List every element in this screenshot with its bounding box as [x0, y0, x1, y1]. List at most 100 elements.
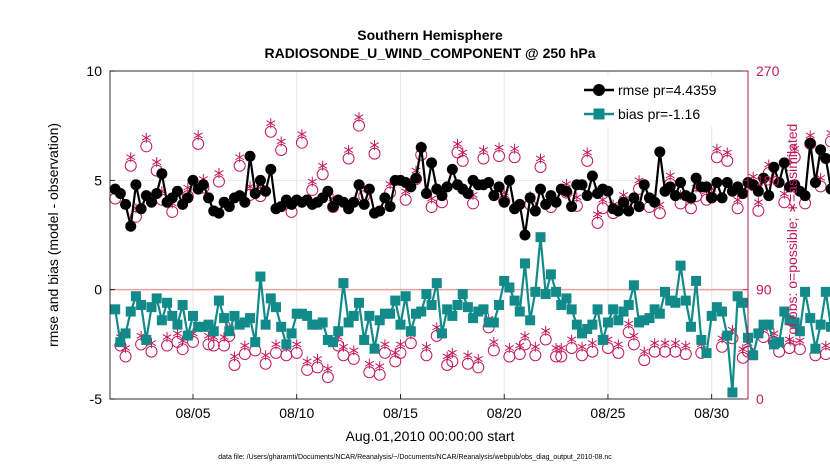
tick-layer: 08/05 08/10 08/15 08/20 08/25 08/30 -5 0 5 10 0 90 1… — [86, 63, 779, 421]
obs-assimilated-stroke — [650, 340, 660, 347]
bias-point — [141, 334, 152, 345]
obs-assimilated-stroke — [395, 341, 406, 348]
rmse-point — [358, 198, 370, 210]
obs-assimilated-marker — [510, 143, 520, 154]
rmse-point — [213, 207, 225, 219]
x-tick-label: 08/10 — [279, 405, 314, 421]
rmse-point — [379, 192, 391, 204]
series-layer — [109, 137, 830, 398]
obs-assimilated-stroke — [805, 132, 815, 139]
rmse-point — [405, 181, 417, 193]
rmse-point — [716, 192, 728, 204]
bias-point — [488, 317, 499, 328]
bias-point — [597, 334, 608, 345]
bias-point — [820, 286, 830, 297]
bias-point — [514, 306, 525, 317]
obs-assimilated-stroke — [535, 155, 546, 162]
x-tick-label: 08/25 — [590, 405, 625, 421]
obs-assimilated-marker — [494, 142, 504, 153]
bias-point — [156, 315, 167, 326]
obs-assimilated-stroke — [541, 328, 551, 334]
obs-assimilated-stroke — [312, 355, 323, 362]
obs-assimilated-stroke — [126, 154, 136, 161]
bias-point — [551, 286, 562, 297]
rmse-point — [498, 196, 510, 208]
rmse-point — [654, 146, 666, 158]
rmse-point — [576, 179, 588, 191]
rmse-point — [503, 174, 515, 186]
obs-assimilated-marker — [515, 340, 525, 351]
obs-assimilated-stroke — [380, 341, 390, 348]
y-right-tick-label: 0 — [756, 391, 764, 407]
rmse-point — [483, 177, 495, 189]
bias-point — [784, 315, 795, 326]
x-tick-label: 08/05 — [175, 405, 210, 421]
obs-assimilated-marker — [380, 339, 390, 350]
rmse-point — [514, 198, 526, 210]
bias-point — [146, 302, 157, 313]
bias-point — [457, 289, 468, 300]
bias-point — [706, 310, 717, 321]
bias-point — [462, 302, 473, 313]
rmse-point — [809, 177, 821, 189]
bias-point — [110, 304, 121, 315]
bias-point — [696, 334, 707, 345]
bias-point — [748, 350, 759, 361]
rmse-point — [446, 163, 458, 175]
bias-point — [675, 260, 686, 271]
chart-title-line1: Southern Hemisphere — [357, 27, 503, 43]
obs-assimilated-marker — [790, 143, 800, 154]
rmse-point — [633, 201, 645, 213]
obs-assimilated-stroke — [587, 340, 597, 347]
bias-point — [395, 319, 406, 330]
obs-assimilated-marker — [364, 358, 374, 369]
bias-point — [577, 328, 588, 339]
bias-point — [545, 269, 556, 280]
obs-assimilated-marker — [162, 332, 172, 343]
obs-assimilated-marker — [452, 138, 463, 149]
x-tick-label: 08/15 — [383, 405, 418, 421]
rmse-point — [799, 190, 811, 202]
obs-assimilated-stroke — [271, 341, 281, 348]
rmse-point — [415, 142, 427, 154]
bias-point — [317, 317, 328, 328]
obs-assimilated-stroke — [401, 188, 411, 195]
obs-assimilated-stroke — [624, 320, 634, 327]
obs-assimilated-marker — [660, 338, 670, 349]
obs-assimilated-marker — [722, 147, 732, 158]
obs-assimilated-stroke — [681, 342, 691, 349]
bias-point — [587, 319, 598, 330]
obs-assimilated-stroke — [235, 154, 245, 161]
bias-point — [219, 313, 230, 324]
y-right-tick-label: 180 — [756, 172, 780, 188]
y-axis-left-label: rmse and bias (model - observation) — [45, 123, 61, 347]
bias-point — [582, 324, 593, 335]
bias-point — [753, 328, 764, 339]
bias-point — [431, 278, 442, 289]
bias-point — [800, 286, 811, 297]
bias-point — [639, 315, 650, 326]
rmse-point — [612, 205, 624, 217]
obs-assimilated-marker — [629, 330, 639, 341]
bias-point — [774, 337, 785, 348]
bias-point — [374, 315, 385, 326]
bias-point — [411, 308, 422, 319]
obs-assimilated-marker — [276, 136, 286, 147]
obs-assimilated-marker — [442, 351, 452, 362]
obs-assimilated-marker — [670, 338, 680, 349]
rmse-point — [519, 229, 531, 241]
obs-assimilated-marker — [587, 338, 597, 349]
bias-point — [468, 313, 479, 324]
rmse-point — [773, 177, 785, 189]
data-file-footer: data file: /Users/gharamti/Documents/NCA… — [218, 454, 612, 461]
bias-point — [333, 326, 344, 337]
obs-assimilated-stroke — [826, 130, 830, 133]
y-axis-right-label: # of obs: o=possible; ∗=assimilated — [784, 124, 800, 347]
obs-assimilated-marker — [312, 353, 323, 364]
obs-assimilated-stroke — [292, 341, 302, 348]
obs-assimilated-stroke — [530, 343, 540, 350]
obs-assimilated-stroke — [748, 173, 758, 180]
bias-point — [623, 299, 634, 310]
obs-assimilated-marker — [779, 188, 789, 199]
rmse-point — [664, 181, 676, 193]
